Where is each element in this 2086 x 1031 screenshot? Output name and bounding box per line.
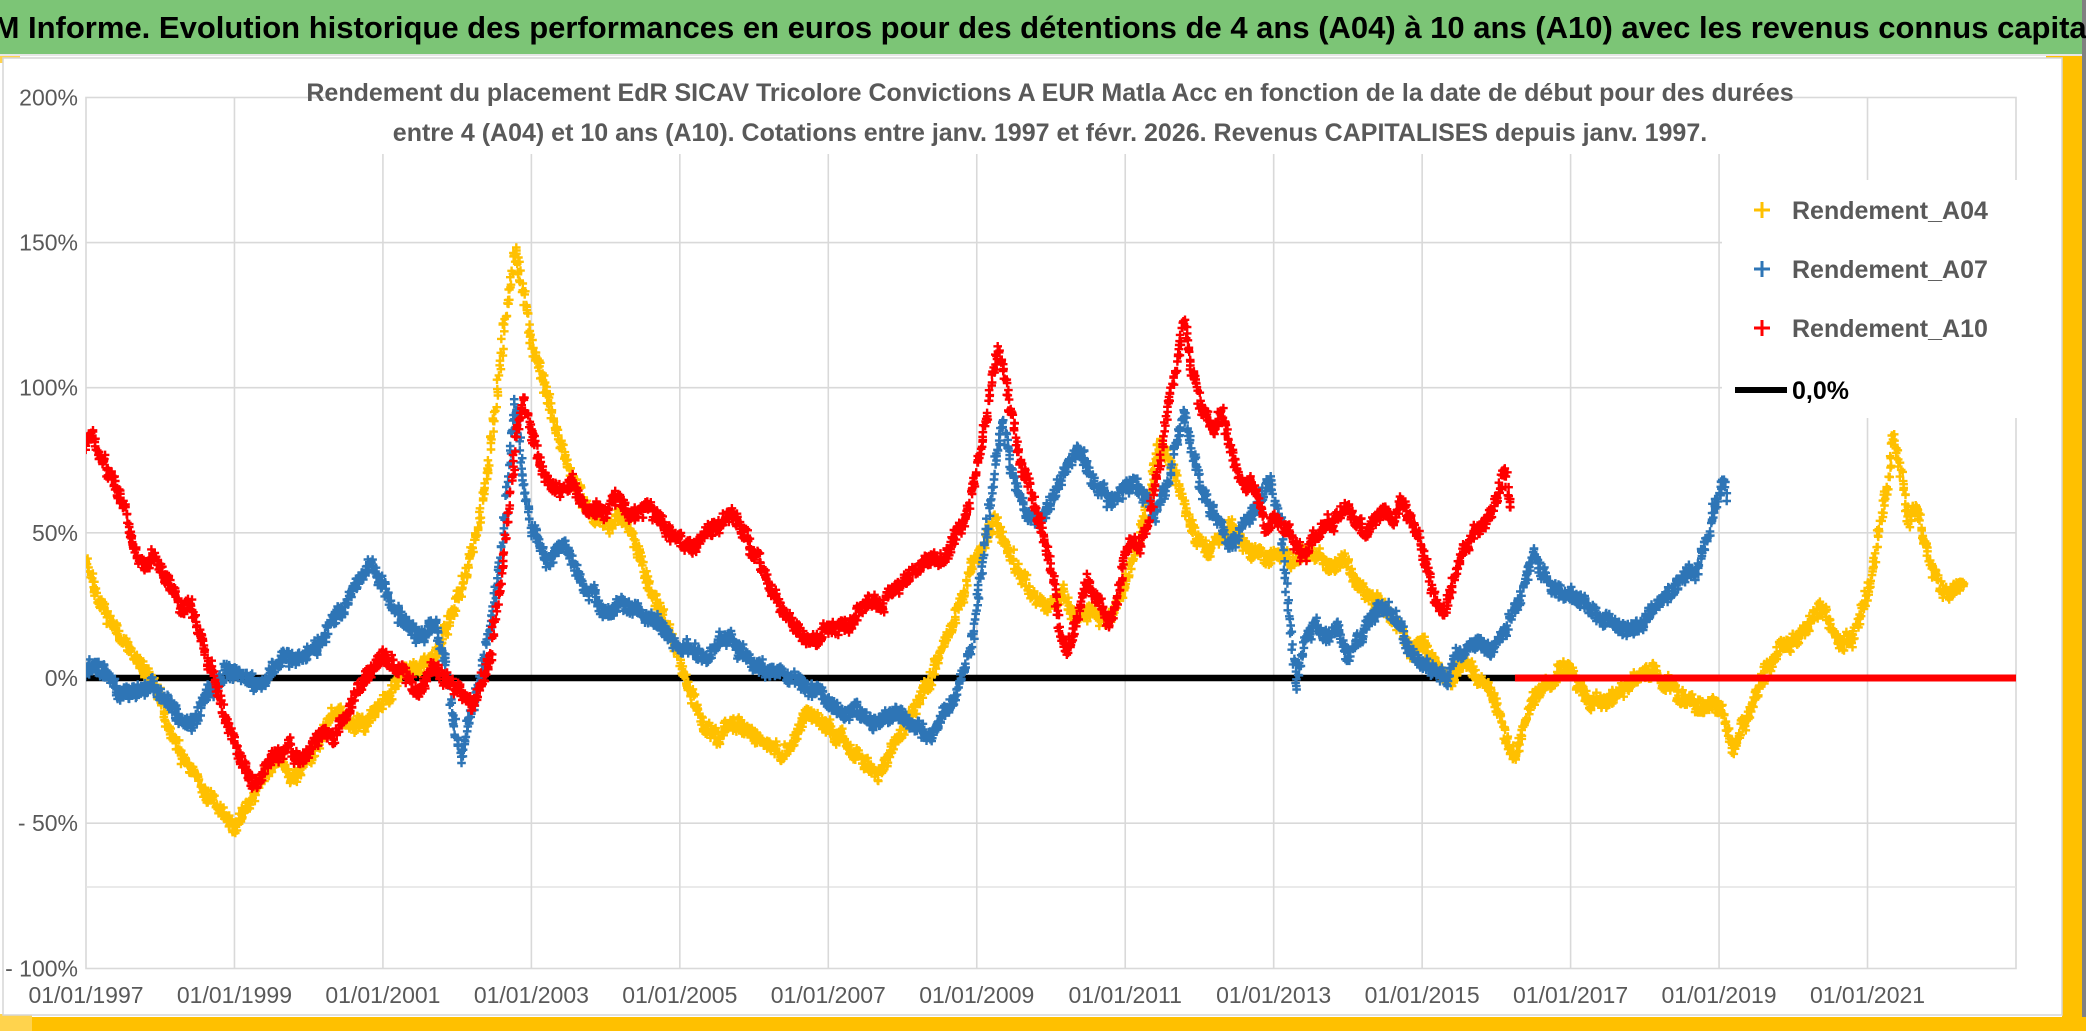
chart-subtitle-line1: Rendement du placement EdR SICAV Tricolo… bbox=[306, 79, 1793, 107]
legend-label: Rendement_A07 bbox=[1792, 256, 1988, 284]
frame-right-strip bbox=[2062, 48, 2082, 1031]
legend-backdrop bbox=[1722, 180, 2020, 418]
x-axis-label: 01/01/1997 bbox=[28, 982, 143, 1008]
x-axis-label: 01/01/2013 bbox=[1216, 982, 1331, 1008]
x-axis-label: 01/01/2017 bbox=[1513, 982, 1628, 1008]
chart-subtitle-line2: entre 4 (A04) et 10 ans (A10). Cotations… bbox=[393, 119, 1707, 147]
frame-bottom-strip bbox=[0, 1017, 2086, 1031]
scatter-layers bbox=[86, 243, 1969, 838]
legend-item-zero-line[interactable]: 0,0% bbox=[1735, 377, 1849, 405]
frame-bottom-left-square bbox=[0, 1014, 32, 1031]
y-axis-label: 0% bbox=[45, 665, 78, 691]
plus-marker-icon bbox=[1754, 320, 1770, 336]
x-axis-label: 01/01/2009 bbox=[919, 982, 1034, 1008]
x-axis-label: 01/01/2007 bbox=[771, 982, 886, 1008]
x-axis-label: 01/01/2001 bbox=[325, 982, 440, 1008]
x-axis-label: 01/01/2015 bbox=[1365, 982, 1480, 1008]
scatter-series-rendement_a07 bbox=[86, 394, 1732, 768]
window-edge bbox=[2082, 0, 2086, 1031]
chart-legend: Rendement_A04 Rendement_A07 Rendement_A1… bbox=[1722, 180, 2020, 418]
y-axis-label: 200% bbox=[19, 84, 78, 110]
page-title: ADAM Informe. Evolution historique des p… bbox=[0, 10, 2086, 45]
y-axis-label: 50% bbox=[32, 520, 78, 546]
header-bar bbox=[0, 0, 2082, 55]
x-axis-label: 01/01/2011 bbox=[1069, 982, 1182, 1008]
legend-item-a07[interactable]: Rendement_A07 bbox=[1754, 256, 1988, 284]
legend-item-a04[interactable]: Rendement_A04 bbox=[1754, 197, 1988, 225]
legend-label: Rendement_A04 bbox=[1792, 197, 1988, 225]
plus-marker-icon bbox=[1754, 202, 1770, 218]
scatter-series-rendement_a10 bbox=[86, 315, 1515, 793]
plot-area: 200% 150% 100% 50% 0% - 50% - 100%01/01/1997 01… bbox=[5, 84, 2017, 1008]
x-axis-label: 01/01/2021 bbox=[1810, 982, 1925, 1008]
x-axis-label: 01/01/2005 bbox=[622, 982, 737, 1008]
axis-labels: 200% 150% 100% 50% 0% - 50% - 100%01/01/1997 01… bbox=[5, 84, 1925, 1008]
x-axis-label: 01/01/1999 bbox=[177, 982, 292, 1008]
y-axis-label: - 100% bbox=[5, 955, 78, 981]
y-axis-label: 100% bbox=[19, 375, 78, 401]
x-axis-label: 01/01/2019 bbox=[1661, 982, 1776, 1008]
subtitle-backdrop bbox=[330, 70, 1770, 154]
legend-item-a10[interactable]: Rendement_A10 bbox=[1754, 315, 1988, 343]
y-axis-label: - 50% bbox=[18, 810, 78, 836]
x-axis-label: 01/01/2003 bbox=[474, 982, 589, 1008]
legend-label: 0,0% bbox=[1792, 377, 1849, 405]
y-axis-label: 150% bbox=[19, 230, 78, 256]
plus-marker-icon bbox=[1754, 261, 1770, 277]
legend-label: Rendement_A10 bbox=[1792, 315, 1988, 343]
